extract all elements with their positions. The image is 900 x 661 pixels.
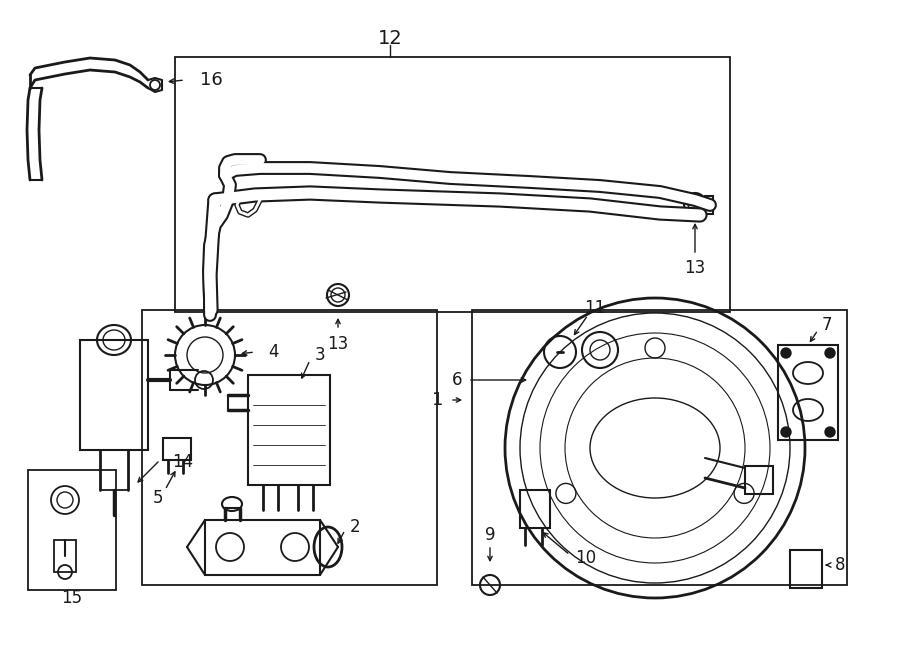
Bar: [163, 438, 191, 460]
Bar: [705, 196, 713, 214]
Bar: [142, 310, 437, 585]
Bar: [205, 520, 320, 575]
Text: 1: 1: [432, 391, 443, 409]
Text: 13: 13: [328, 335, 348, 353]
Text: 10: 10: [575, 549, 596, 567]
Text: 14: 14: [172, 453, 194, 471]
Text: 4: 4: [268, 343, 278, 361]
Text: 13: 13: [684, 259, 706, 277]
Circle shape: [825, 427, 835, 437]
Text: 2: 2: [350, 518, 361, 536]
Bar: [472, 310, 847, 585]
Text: 12: 12: [378, 28, 402, 48]
Bar: [790, 550, 822, 588]
Text: 3: 3: [315, 346, 326, 364]
Bar: [745, 466, 773, 494]
Bar: [54, 540, 76, 572]
Bar: [520, 490, 550, 528]
Circle shape: [781, 348, 791, 358]
Bar: [175, 57, 730, 312]
Text: 9: 9: [485, 526, 495, 544]
Bar: [28, 470, 116, 590]
Text: 8: 8: [835, 556, 845, 574]
Bar: [248, 375, 330, 485]
Text: 5: 5: [153, 489, 163, 507]
Text: 15: 15: [61, 589, 83, 607]
Text: 11: 11: [584, 299, 606, 317]
Circle shape: [781, 427, 791, 437]
Text: 16: 16: [200, 71, 223, 89]
Text: 6: 6: [452, 371, 462, 389]
Bar: [778, 345, 838, 440]
Bar: [80, 340, 148, 450]
Text: 7: 7: [822, 316, 832, 334]
Circle shape: [825, 348, 835, 358]
